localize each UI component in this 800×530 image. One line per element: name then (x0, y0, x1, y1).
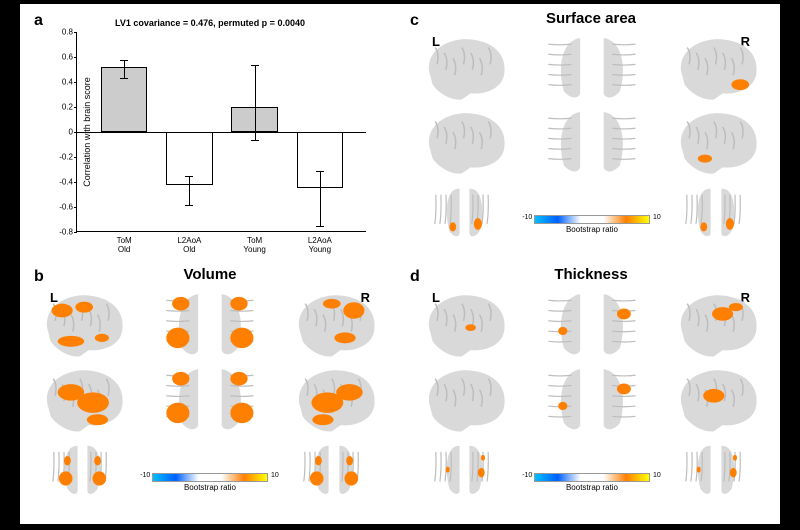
brain-view (680, 440, 714, 499)
brain-view (47, 440, 81, 499)
colorbar-max: 10 (653, 214, 661, 221)
y-tick-label: -0.6 (49, 203, 73, 212)
y-tick-label: 0.2 (49, 103, 73, 112)
colorbar-max: 10 (271, 472, 279, 479)
colorbar: -10 10 Bootstrap ratio (152, 473, 268, 482)
x-tick-label: ToMOld (117, 236, 132, 254)
brain-view (595, 34, 653, 102)
brain-view (595, 365, 653, 433)
colorbar: -10 10 Bootstrap ratio (534, 473, 650, 482)
brain-view (422, 365, 510, 433)
colorbar-title: Bootstrap ratio (184, 483, 236, 492)
brain-view (674, 290, 762, 358)
y-tick-label: 0.4 (49, 78, 73, 87)
x-tick-label: L2AoAOld (177, 236, 201, 254)
brain-view (298, 440, 332, 499)
x-tick-label: L2AoAYoung (308, 236, 332, 254)
chart-area: -0.8-0.6-0.4-0.200.20.40.60.8ToMOldL2AoA… (76, 32, 366, 232)
error-bar (255, 65, 256, 140)
panel-c-title: Surface area (402, 10, 780, 27)
colorbar-min: -10 (522, 472, 532, 479)
brain-grid-c: -10 10 Bootstrap ratio (422, 34, 762, 259)
y-axis-label: Correlation with brain score (82, 77, 92, 187)
figure-panel: a LV1 covariance = 0.476, permuted p = 0… (20, 4, 780, 524)
brain-view (84, 440, 118, 499)
brain-view (674, 365, 762, 433)
y-tick-label: 0.6 (49, 53, 73, 62)
panel-b-title: Volume (20, 266, 400, 283)
brain-view (595, 108, 653, 176)
brain-view (149, 365, 207, 433)
brain-view (429, 440, 463, 499)
brain-view (429, 183, 463, 242)
brain-view (292, 290, 380, 358)
error-bar (124, 60, 125, 79)
brain-grid-b: -10 10 Bootstrap ratio (40, 290, 380, 518)
brain-view (149, 290, 207, 358)
brain-view (40, 290, 128, 358)
brain-view (531, 108, 589, 176)
y-tick-label: 0 (49, 128, 73, 137)
brain-view (531, 290, 589, 358)
panel-c: c Surface area L R (402, 4, 780, 264)
error-bar (189, 176, 190, 205)
brain-view (422, 290, 510, 358)
colorbar: -10 10 Bootstrap ratio (534, 215, 650, 224)
error-bar (320, 171, 321, 226)
y-tick-label: -0.2 (49, 153, 73, 162)
brain-view (595, 290, 653, 358)
colorbar-title: Bootstrap ratio (566, 483, 618, 492)
brain-view (40, 365, 128, 433)
panel-a: a LV1 covariance = 0.476, permuted p = 0… (20, 4, 400, 264)
brain-view (680, 183, 714, 242)
brain-view (292, 365, 380, 433)
y-tick-label: -0.4 (49, 178, 73, 187)
brain-view (531, 34, 589, 102)
brain-view (531, 365, 589, 433)
colorbar-min: -10 (140, 472, 150, 479)
brain-view (466, 440, 500, 499)
x-tick-label: ToMYoung (243, 236, 265, 254)
brain-view (336, 440, 370, 499)
colorbar-title: Bootstrap ratio (566, 225, 618, 234)
brain-view (466, 183, 500, 242)
brain-view (213, 365, 271, 433)
brain-view (718, 183, 752, 242)
y-tick-label: -0.8 (49, 228, 73, 237)
brain-view (422, 108, 510, 176)
brain-view (718, 440, 752, 499)
panel-d-title: Thickness (402, 266, 780, 283)
colorbar-max: 10 (653, 472, 661, 479)
brain-view (674, 108, 762, 176)
brain-view (422, 34, 510, 102)
y-tick-label: 0.8 (49, 28, 73, 37)
brain-view (674, 34, 762, 102)
panel-d: d Thickness L R -1 (402, 264, 780, 524)
bar-chart: -0.8-0.6-0.4-0.200.20.40.60.8ToMOldL2AoA… (76, 32, 366, 232)
brain-grid-d: -10 10 Bootstrap ratio (422, 290, 762, 518)
panel-b: b Volume L R -10 (20, 264, 400, 524)
colorbar-min: -10 (522, 214, 532, 221)
panel-a-stat-title: LV1 covariance = 0.476, permuted p = 0.0… (40, 18, 380, 28)
brain-view (213, 290, 271, 358)
